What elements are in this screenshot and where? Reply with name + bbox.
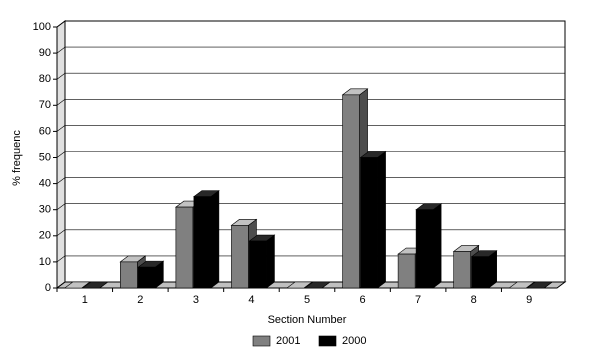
legend-swatch — [318, 335, 337, 347]
bar — [231, 225, 249, 289]
grid-line-side — [56, 177, 66, 184]
legend-label: 2000 — [342, 335, 366, 347]
bar-top — [286, 281, 313, 289]
y-axis-label: % frequenc — [11, 130, 23, 186]
grid-line-side — [56, 229, 66, 237]
y-tick-label: 10 — [39, 256, 51, 268]
x-tick-label: 1 — [82, 294, 88, 306]
grid-line-side — [56, 46, 66, 54]
x-tick-label: 7 — [415, 294, 421, 306]
x-tick-label: 2 — [137, 294, 143, 306]
x-tick-label: 5 — [304, 294, 310, 306]
grid-line-side — [56, 255, 66, 263]
bar — [120, 261, 138, 289]
x-tick-label: 6 — [359, 294, 365, 306]
bar-top — [81, 281, 109, 289]
bar-side — [488, 250, 497, 289]
legend-label: 2001 — [276, 335, 300, 347]
x-tick-label: 4 — [248, 294, 254, 306]
y-tick-label: 40 — [39, 178, 51, 190]
grid-line-side — [56, 20, 66, 28]
x-tick-label: 9 — [526, 294, 532, 306]
bar — [193, 196, 212, 289]
bar — [175, 206, 194, 289]
y-tick-label: 30 — [39, 204, 51, 216]
grid-line-side — [56, 125, 66, 132]
bar — [249, 240, 267, 289]
x-tick-label: 3 — [193, 294, 199, 306]
bar — [471, 256, 489, 289]
x-tick-label: 8 — [471, 294, 477, 306]
bar — [342, 94, 360, 289]
bar — [453, 251, 471, 289]
y-tick-label: 100 — [33, 21, 51, 33]
bar-side — [377, 150, 386, 289]
grid-line-side — [56, 72, 66, 80]
bar — [397, 253, 416, 289]
bar-top — [63, 281, 91, 289]
grid-line-side — [56, 203, 66, 210]
y-tick-label: 80 — [39, 73, 51, 85]
grid-line-side — [56, 281, 66, 289]
y-tick-label: 70 — [39, 99, 51, 111]
bar-side — [210, 190, 220, 289]
bar — [138, 266, 156, 289]
bar — [415, 209, 434, 289]
y-tick-label: 20 — [39, 230, 51, 242]
y-tick-label: 0 — [45, 282, 51, 294]
bar-side — [266, 234, 275, 289]
bar-top — [304, 281, 331, 289]
y-tick-label: 50 — [39, 151, 51, 163]
y-tick-label: 90 — [39, 47, 51, 59]
bar — [360, 157, 378, 289]
x-axis-label: Section Number — [268, 314, 347, 326]
bar-top — [508, 281, 536, 289]
y-tick-label: 60 — [39, 125, 51, 137]
legend-swatch — [252, 335, 271, 347]
grid-line-side — [56, 151, 66, 158]
bar-side — [432, 203, 442, 289]
bar-top — [526, 281, 554, 289]
grid-line-side — [56, 99, 66, 106]
